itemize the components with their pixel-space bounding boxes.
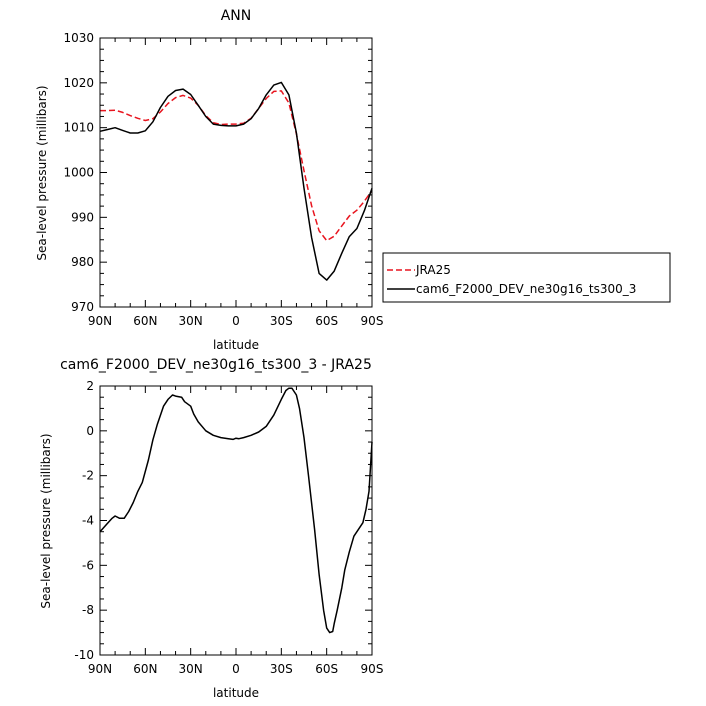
y-tick-label: 2	[86, 379, 94, 393]
y-tick-label: 1000	[63, 166, 94, 180]
x-tick-label: 30N	[179, 662, 203, 676]
y-tick-label: -10	[74, 648, 94, 662]
bottom-x-axis-label: latitude	[213, 686, 259, 700]
top-x-axis-label: latitude	[213, 338, 259, 352]
y-tick-label: 980	[71, 255, 94, 269]
x-tick-label: 60S	[315, 314, 338, 328]
top-y-axis-label: Sea-level pressure (millibars)	[35, 85, 49, 260]
x-tick-label: 90S	[361, 662, 384, 676]
x-tick-label: 30S	[270, 314, 293, 328]
top-ticks: 90N 60N 30N 0 30S 60S 90S 970 980 990 1000 1010 1020…	[63, 31, 383, 328]
top-panel: ANN 90N 60N 30N 0 30S 60S 90S 970 980 990 1000 1010…	[35, 8, 383, 352]
y-tick-label: 1030	[63, 31, 94, 45]
x-tick-label: 0	[232, 662, 240, 676]
x-tick-label: 60N	[133, 662, 157, 676]
series-line-cam6-f2000-dev-ne30g16-ts300-3	[99, 81, 373, 281]
top-title: ANN	[221, 8, 252, 24]
legend-entry-cam6: cam6_F2000_DEV_ne30g16_ts300_3	[416, 282, 636, 296]
y-tick-label: 1010	[63, 121, 94, 135]
x-tick-label: 90N	[88, 662, 112, 676]
y-tick-label: -4	[82, 514, 94, 528]
y-tick-label: 970	[71, 300, 94, 314]
bottom-title: cam6_F2000_DEV_ne30g16_ts300_3 - JRA25	[60, 357, 372, 373]
legend-box	[382, 252, 671, 303]
y-tick-label: 990	[71, 210, 94, 224]
bottom-series	[99, 387, 373, 634]
series-line-jra25	[100, 90, 373, 242]
y-tick-label: -8	[82, 603, 94, 617]
x-tick-label: 60S	[315, 662, 338, 676]
bottom-panel: cam6_F2000_DEV_ne30g16_ts300_3 - JRA25 9…	[39, 357, 383, 700]
series-line-difference	[99, 387, 373, 634]
y-tick-label: -6	[82, 558, 94, 572]
bottom-ticks: 90N 60N 30N 0 30S 60S 90S -10 -8 -6 -4 -2 0 2	[74, 379, 383, 676]
legend-entry-jra25: JRA25	[415, 263, 451, 277]
top-plot-frame	[99, 37, 373, 308]
x-tick-label: 90S	[361, 314, 384, 328]
x-tick-label: 0	[232, 314, 240, 328]
x-tick-label: 30N	[179, 314, 203, 328]
legend: JRA25 cam6_F2000_DEV_ne30g16_ts300_3	[382, 252, 671, 303]
bottom-y-axis-label: Sea-level pressure (millibars)	[39, 433, 53, 608]
y-tick-label: 0	[86, 424, 94, 438]
top-series	[99, 81, 373, 281]
x-tick-label: 30S	[270, 662, 293, 676]
x-tick-label: 60N	[133, 314, 157, 328]
bottom-plot-frame	[99, 385, 373, 656]
x-tick-label: 90N	[88, 314, 112, 328]
y-tick-label: 1020	[63, 76, 94, 90]
y-tick-label: -2	[82, 469, 94, 483]
